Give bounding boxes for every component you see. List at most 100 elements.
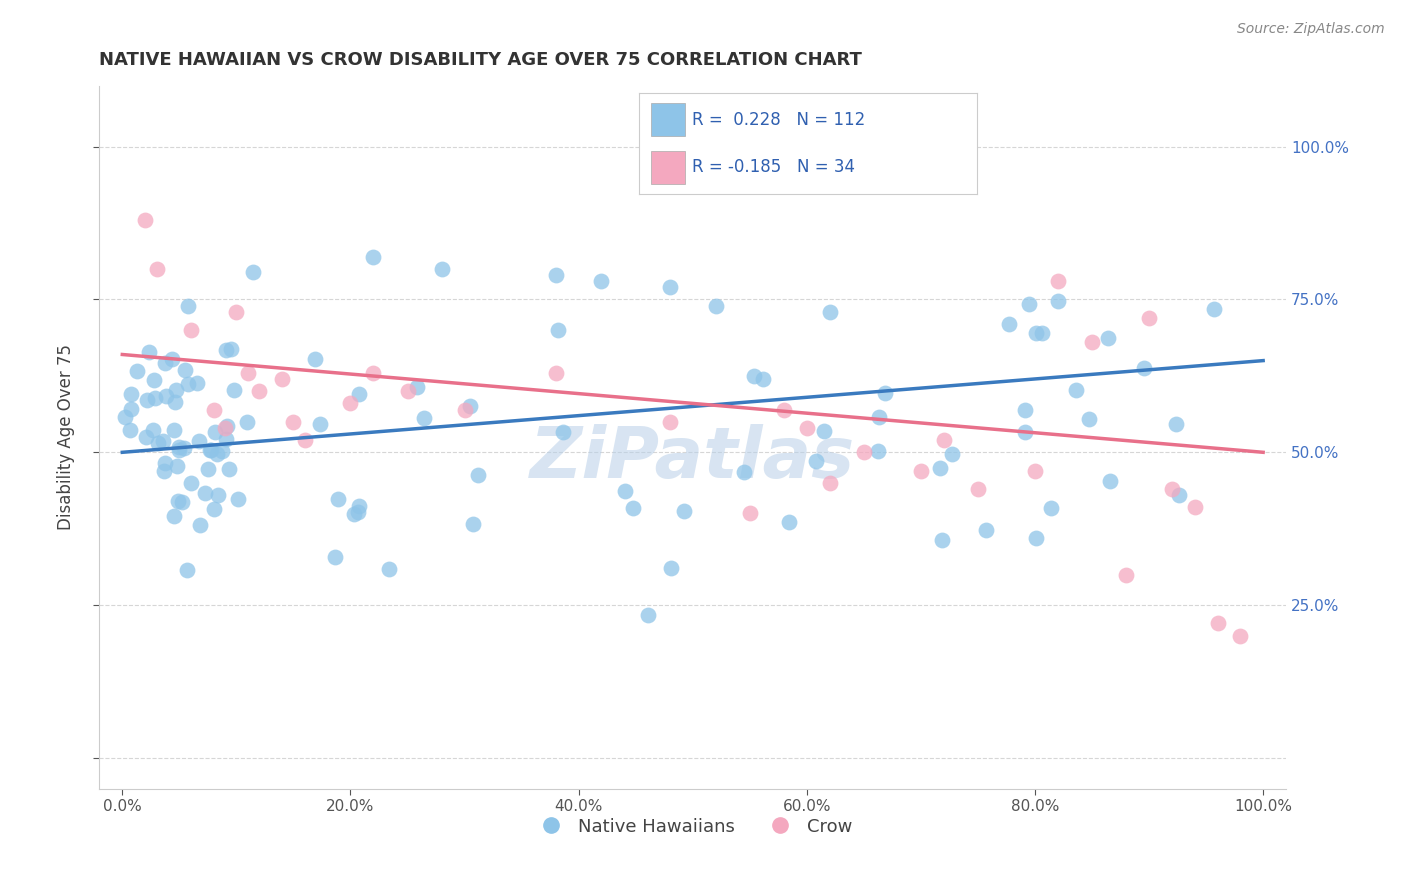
Point <box>931 533 953 548</box>
Point <box>1077 412 1099 426</box>
Point <box>222 383 245 397</box>
Point <box>202 402 225 417</box>
Point <box>998 317 1021 331</box>
Point <box>818 475 841 490</box>
Point <box>169 441 191 455</box>
Point <box>742 368 765 383</box>
Point <box>347 386 370 401</box>
Point <box>673 504 696 518</box>
Point <box>205 447 228 461</box>
Point <box>658 415 681 429</box>
Point <box>163 423 186 437</box>
Point <box>873 385 896 400</box>
Point <box>796 421 818 435</box>
Point <box>247 384 270 399</box>
Point <box>187 434 209 448</box>
Point <box>430 261 453 276</box>
Point <box>155 388 177 402</box>
Point <box>1098 474 1121 488</box>
Point <box>1202 302 1225 317</box>
Point <box>236 415 259 429</box>
Point <box>226 492 249 507</box>
Point <box>219 342 242 356</box>
Point <box>1137 310 1160 325</box>
Point <box>544 366 567 380</box>
Point <box>153 356 176 370</box>
Point <box>225 304 247 318</box>
Point <box>868 443 890 458</box>
Point <box>1167 488 1189 502</box>
Point <box>378 561 401 575</box>
Point <box>202 501 225 516</box>
Point <box>1229 629 1251 643</box>
Point <box>173 363 195 377</box>
Point <box>591 274 613 288</box>
Point <box>547 323 569 337</box>
Point <box>169 442 191 457</box>
Point <box>910 464 932 478</box>
Point <box>309 417 332 431</box>
Point <box>177 299 200 313</box>
Point <box>361 366 384 380</box>
Point <box>145 261 167 276</box>
Point <box>118 423 141 437</box>
Point <box>1024 464 1046 478</box>
Point <box>197 462 219 476</box>
Point <box>347 500 370 514</box>
Point <box>1184 500 1206 515</box>
Point <box>163 395 186 409</box>
Point <box>461 517 484 532</box>
Point <box>207 488 229 502</box>
Point <box>852 445 875 459</box>
Point <box>974 524 997 538</box>
Point <box>621 501 644 516</box>
Point <box>198 442 221 457</box>
Point <box>733 466 755 480</box>
Point <box>659 561 682 575</box>
Point <box>153 464 176 478</box>
Point <box>1164 417 1187 431</box>
Point <box>180 323 202 337</box>
Point <box>658 280 681 294</box>
Point <box>813 424 835 438</box>
Point <box>146 436 169 450</box>
Point <box>186 376 208 390</box>
Point <box>214 421 236 435</box>
Point <box>1031 326 1053 340</box>
Point <box>153 456 176 470</box>
Point <box>114 409 136 424</box>
Point <box>1081 335 1104 350</box>
Point <box>773 402 796 417</box>
Point <box>453 402 475 417</box>
Point <box>347 505 370 519</box>
Point <box>211 444 233 458</box>
Point <box>738 507 761 521</box>
Point <box>868 410 890 425</box>
Point <box>467 468 489 483</box>
Point <box>818 304 841 318</box>
Point <box>1097 331 1119 345</box>
Point <box>188 518 211 533</box>
Point <box>180 475 202 490</box>
Point <box>1046 274 1069 288</box>
Point <box>1014 402 1036 417</box>
Point <box>215 432 238 446</box>
Point <box>135 429 157 443</box>
Point <box>142 423 165 437</box>
Point <box>343 507 366 521</box>
Point <box>326 492 349 507</box>
Point <box>152 434 174 449</box>
Point <box>778 515 800 529</box>
Point <box>1025 532 1047 546</box>
Point <box>614 484 637 499</box>
Point <box>1039 500 1062 515</box>
Point <box>167 493 190 508</box>
Point <box>1115 567 1137 582</box>
Point <box>127 364 149 378</box>
Point <box>120 402 142 417</box>
Point <box>215 343 238 358</box>
Legend: Native Hawaiians, Crow: Native Hawaiians, Crow <box>526 810 859 843</box>
Point <box>294 433 316 447</box>
Point <box>929 460 952 475</box>
Point <box>135 393 157 408</box>
